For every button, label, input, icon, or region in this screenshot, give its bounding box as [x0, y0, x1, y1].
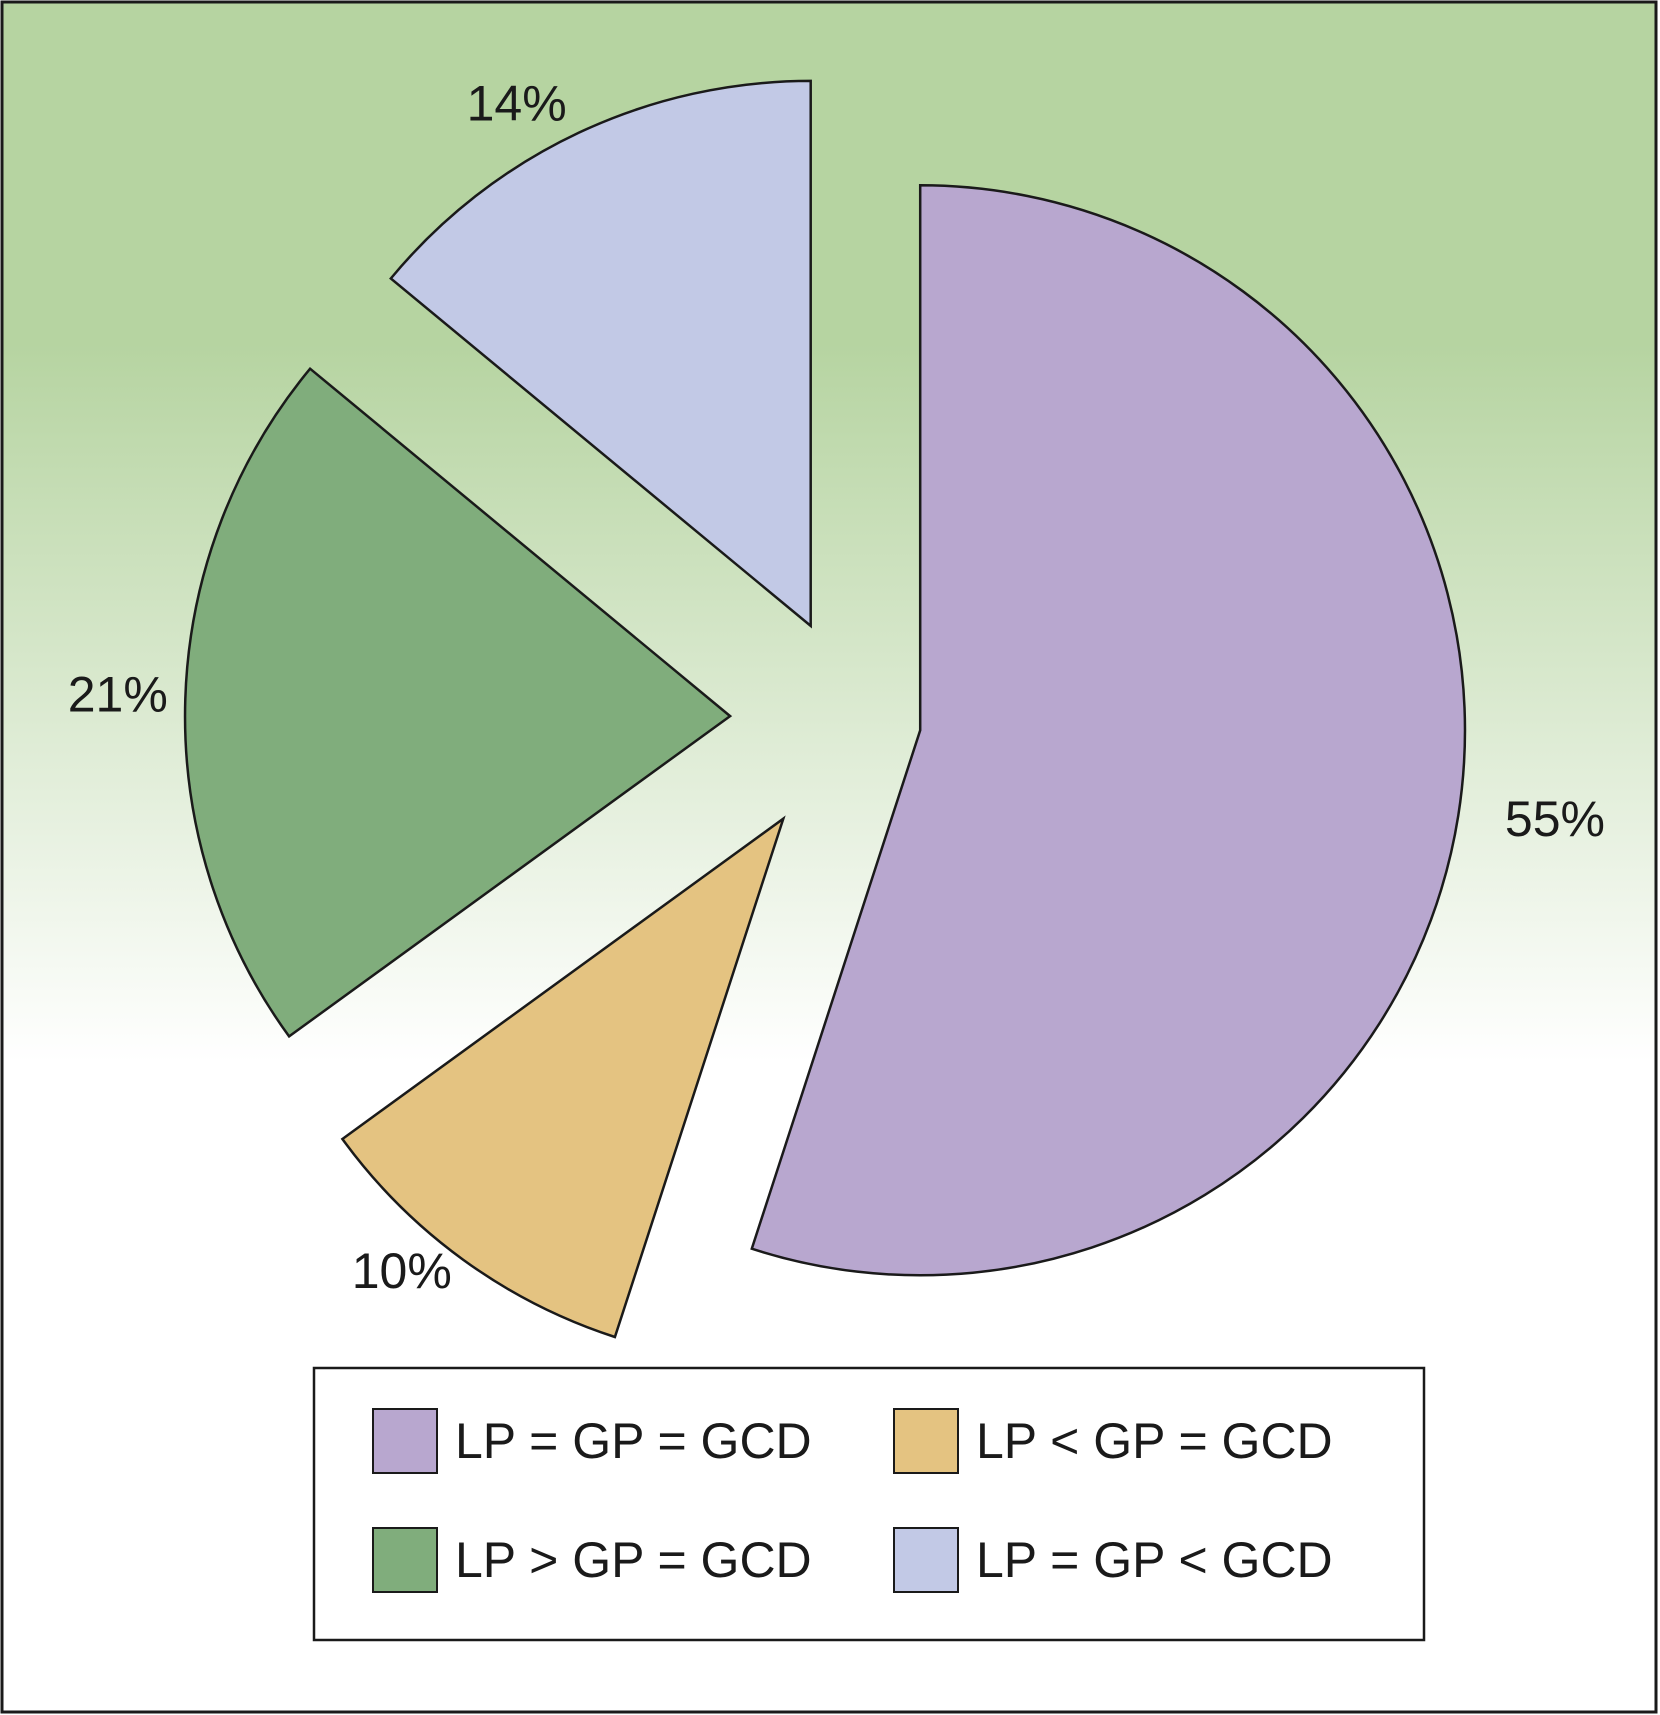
- slice-value-label-3: 21%: [68, 667, 168, 723]
- slice-value-label-4: 14%: [467, 76, 567, 132]
- legend-label-3: LP > GP = GCD: [455, 1532, 812, 1588]
- slice-value-label-1: 55%: [1505, 791, 1605, 847]
- legend-swatch-3: [372, 1527, 438, 1593]
- pie-slice-4: [389, 79, 812, 629]
- pie-slice-1: [750, 184, 1467, 1277]
- slice-value-label-2: 10%: [352, 1243, 452, 1299]
- legend-swatch-2: [893, 1408, 959, 1474]
- legend-box: [312, 1366, 1426, 1642]
- pie-slices: [183, 79, 1467, 1339]
- slice-labels: 55% 10% 21% 14%: [68, 76, 1605, 1300]
- pie-slice-3: [183, 366, 733, 1039]
- legend-swatch-4: [893, 1527, 959, 1593]
- legend-label-4: LP = GP < GCD: [976, 1532, 1333, 1588]
- legend-label-1: LP = GP = GCD: [455, 1413, 812, 1469]
- pie-slice-2: [340, 815, 786, 1339]
- legend: LP = GP = GCD LP < GP = GCD LP > GP = GC…: [312, 1366, 1426, 1642]
- legend-label-2: LP < GP = GCD: [976, 1413, 1333, 1469]
- legend-swatch-1: [372, 1408, 438, 1474]
